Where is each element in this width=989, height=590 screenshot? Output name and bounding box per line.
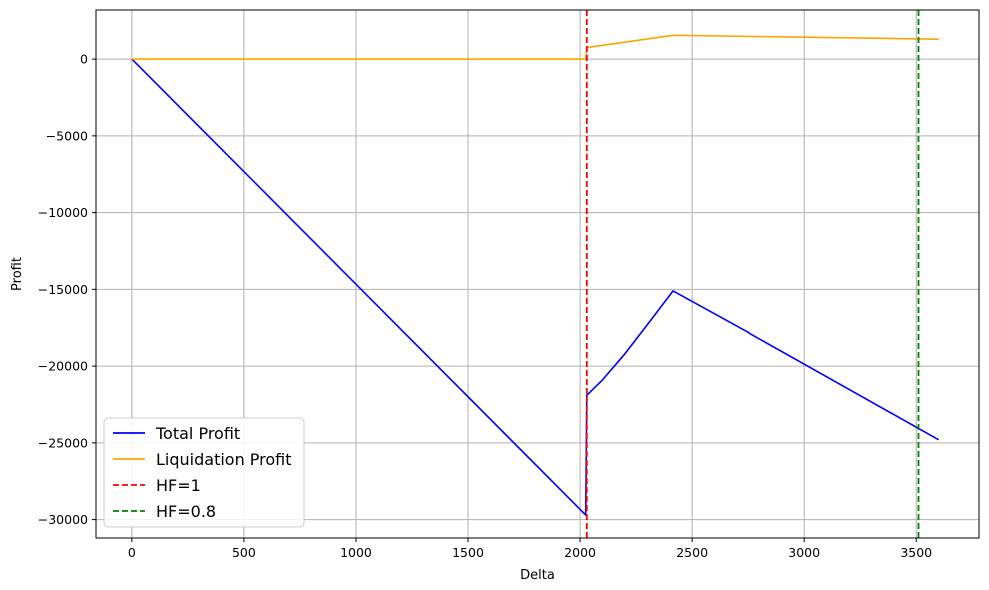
y-axis-label: Profit (10, 257, 25, 291)
x-tick-label: 2000 (564, 545, 596, 560)
y-tick-label: −15000 (38, 282, 88, 297)
x-tick-label: 3000 (788, 545, 820, 560)
y-tick-label: −30000 (38, 512, 88, 527)
x-tick-label: 1000 (340, 545, 372, 560)
x-tick-label: 2500 (676, 545, 708, 560)
ticks: 0 500 1000 1500 2000 2500 3000 3500 0 −5000 −10000… (38, 52, 932, 560)
legend-label: HF=0.8 (156, 502, 216, 521)
y-tick-label: −5000 (46, 128, 88, 143)
legend-box (103, 417, 305, 528)
x-tick-label: 500 (232, 545, 256, 560)
legend: Total Profit Liquidation Profit HF=1 HF=0.8 (103, 417, 305, 528)
plot-frame (95, 9, 980, 539)
y-tick-label: −25000 (38, 435, 88, 450)
x-tick-label: 1500 (452, 545, 484, 560)
x-axis-label: Delta (520, 568, 555, 583)
x-tick-label: 0 (128, 545, 136, 560)
y-tick-label: −20000 (38, 359, 88, 374)
legend-label: HF=1 (156, 476, 201, 495)
series-layer (131, 10, 940, 538)
y-tick-label: 0 (80, 52, 88, 67)
legend-label: Liquidation Profit (156, 450, 292, 469)
x-tick-label: 3500 (900, 545, 932, 560)
legend-label: Total Profit (155, 424, 240, 443)
y-tick-label: −10000 (38, 205, 88, 220)
